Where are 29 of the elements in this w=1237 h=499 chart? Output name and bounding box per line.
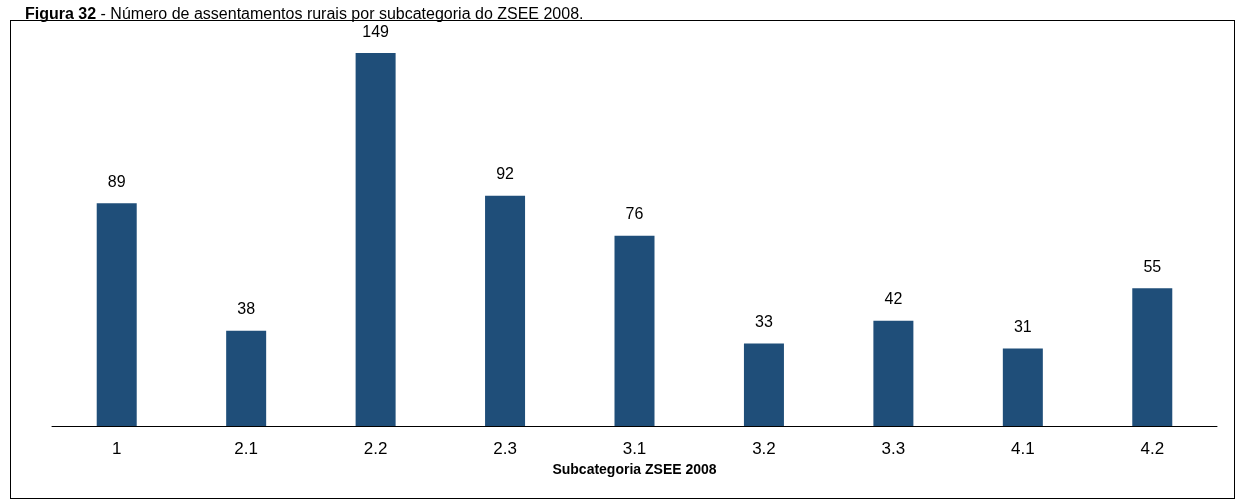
bar <box>96 203 137 426</box>
bar <box>355 53 396 426</box>
data-label: 38 <box>237 300 256 318</box>
bar <box>1132 288 1173 426</box>
bar <box>226 330 267 426</box>
x-tick-label: 2.2 <box>363 439 388 458</box>
data-label: 33 <box>755 312 773 330</box>
bar <box>1002 348 1043 426</box>
data-label: 55 <box>1143 257 1162 275</box>
data-label: 31 <box>1013 317 1032 335</box>
data-label: 92 <box>496 165 515 183</box>
x-tick-label: 2.1 <box>234 439 258 458</box>
x-tick-label: 4.2 <box>1140 439 1165 458</box>
x-tick-label: 4.1 <box>1011 439 1035 458</box>
bar <box>485 195 526 426</box>
data-label: 149 <box>362 22 390 40</box>
bar <box>743 343 784 426</box>
data-label: 76 <box>625 205 644 223</box>
bar <box>614 235 655 426</box>
x-axis-title: Subcategoria ZSEE 2008 <box>552 461 717 477</box>
data-label: 42 <box>884 290 903 308</box>
x-tick-label: 3.1 <box>622 439 647 458</box>
x-tick-label: 2.3 <box>493 439 517 458</box>
x-tick-label: 3.3 <box>881 439 906 458</box>
bar <box>873 320 914 426</box>
chart-title: Figura 32 - Número de assentamentos rurais por subcategoria do ZSEE 2008. <box>25 4 584 22</box>
x-tick-label: 3.2 <box>752 439 776 458</box>
data-label: 89 <box>107 172 126 190</box>
x-tick-label: 1 <box>111 439 122 458</box>
